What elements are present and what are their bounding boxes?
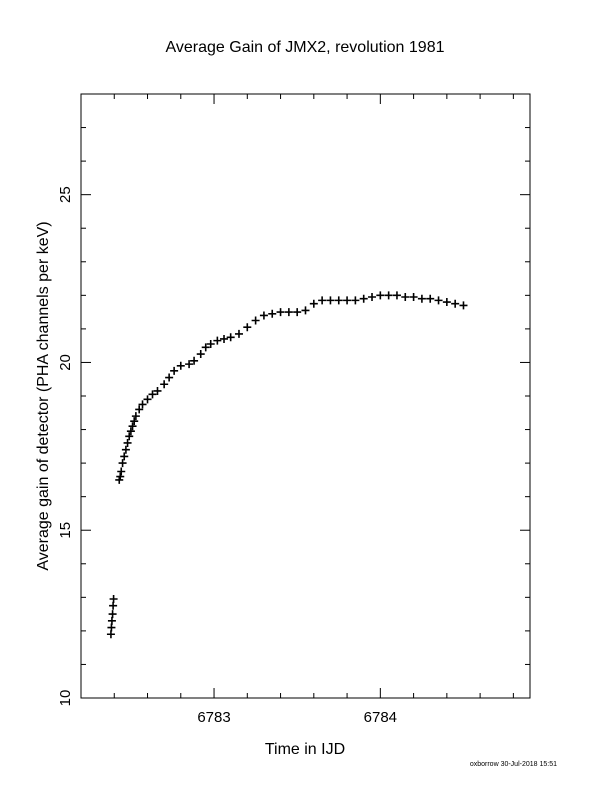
data-point <box>409 293 418 302</box>
data-point <box>417 294 426 303</box>
x-tick-label: 6784 <box>364 709 397 726</box>
data-point <box>185 360 194 369</box>
data-point <box>107 616 116 625</box>
x-tick-labels: 6783 6784 <box>197 709 397 726</box>
data-point <box>318 296 327 305</box>
data-point <box>234 329 243 338</box>
data-point <box>434 296 443 305</box>
data-point <box>368 293 377 302</box>
data-point <box>109 595 118 604</box>
y-tick-label: 25 <box>57 186 74 203</box>
data-point <box>220 334 229 343</box>
data-point <box>123 438 132 447</box>
data-points <box>106 291 468 639</box>
data-point <box>206 339 215 348</box>
data-point <box>376 291 385 300</box>
data-point <box>108 610 117 619</box>
x-axis-label: Time in IJD <box>265 741 345 758</box>
data-point <box>401 293 410 302</box>
data-point <box>251 316 260 325</box>
data-point <box>160 380 169 389</box>
data-point <box>442 298 451 307</box>
data-point <box>259 311 268 320</box>
data-point <box>293 308 302 317</box>
y-tick-label: 15 <box>57 522 74 539</box>
data-point <box>128 422 137 431</box>
data-point <box>143 395 152 404</box>
data-point <box>243 323 252 332</box>
plot-frame <box>80 93 531 699</box>
x-tick-label: 6783 <box>197 709 230 726</box>
data-point <box>384 291 393 300</box>
data-point <box>120 452 129 461</box>
data-point <box>130 417 139 426</box>
data-point <box>201 343 210 352</box>
data-point <box>116 472 125 481</box>
data-point <box>107 623 116 632</box>
data-point <box>165 373 174 382</box>
data-point <box>359 294 368 303</box>
y-axis-label: Average gain of detector (PHA channels p… <box>35 221 52 570</box>
data-point <box>351 296 360 305</box>
data-point <box>326 296 335 305</box>
y-tick-label: 20 <box>57 354 74 371</box>
data-point <box>118 459 127 468</box>
data-point <box>343 296 352 305</box>
data-point <box>426 294 435 303</box>
data-point <box>135 405 144 414</box>
data-point <box>451 299 460 308</box>
data-point <box>284 308 293 317</box>
data-point <box>334 296 343 305</box>
data-point <box>106 630 115 639</box>
data-point <box>125 432 134 441</box>
data-point <box>109 601 118 610</box>
y-tick-label: 10 <box>57 690 74 707</box>
data-point <box>126 427 135 436</box>
data-point <box>213 336 222 345</box>
data-point <box>153 386 162 395</box>
data-point <box>226 333 235 342</box>
data-point <box>138 400 147 409</box>
data-point <box>148 390 157 399</box>
data-point <box>392 291 401 300</box>
axis-ticks <box>80 93 530 699</box>
data-point <box>131 412 140 421</box>
y-tick-labels: 10 15 20 25 <box>57 186 74 706</box>
data-point <box>309 299 318 308</box>
data-point <box>276 308 285 317</box>
data-point <box>121 445 130 454</box>
footer-stamp: oxborrow 30-Jul-2018 15:51 <box>470 761 557 768</box>
data-point <box>176 361 185 370</box>
data-point <box>268 309 277 318</box>
data-point <box>170 366 179 375</box>
chart-title: Average Gain of JMX2, revolution 1981 <box>166 39 445 56</box>
data-point <box>190 356 199 365</box>
data-point <box>301 306 310 315</box>
data-point <box>117 467 126 476</box>
data-point <box>196 350 205 359</box>
data-point <box>459 301 468 310</box>
